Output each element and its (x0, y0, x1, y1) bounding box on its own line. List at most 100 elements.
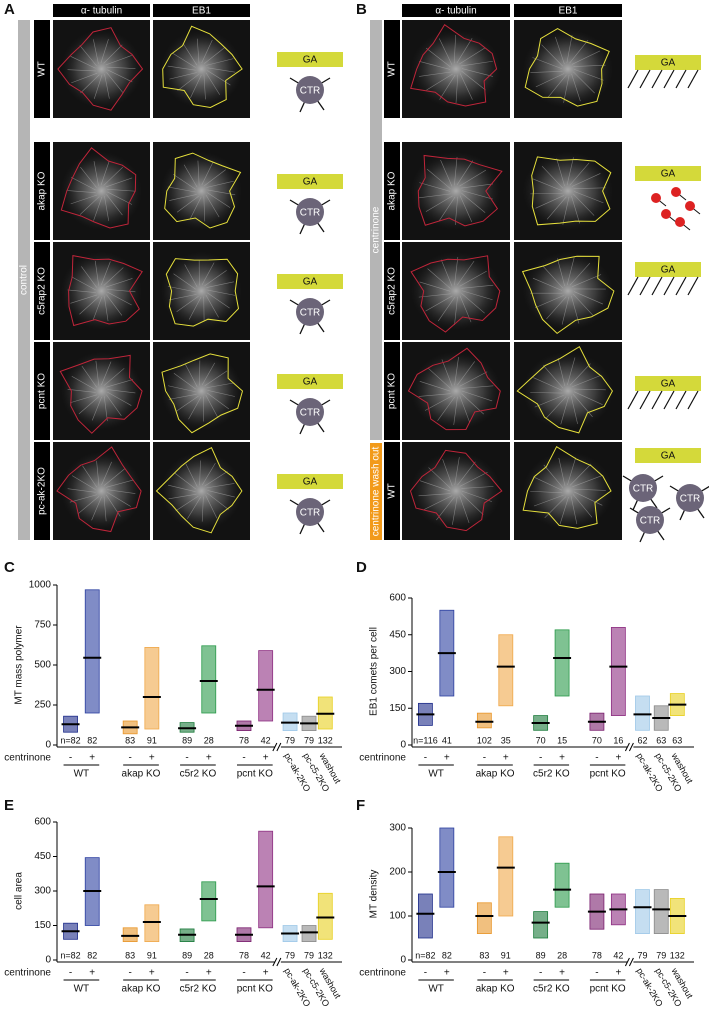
golgi-label: GA (303, 377, 318, 388)
microtubule (640, 391, 650, 409)
n-label: 62 (637, 735, 647, 745)
y-axis-label: EB1 comets per cell (369, 627, 380, 716)
side-label: control (19, 265, 30, 295)
acentrosomal-focus (671, 187, 681, 197)
sign-label: - (242, 753, 245, 764)
n-label: 63 (672, 735, 682, 745)
value-range (145, 905, 159, 942)
microtubule (652, 70, 662, 88)
n-label: 82 (442, 950, 452, 960)
golgi-label: GA (661, 379, 676, 390)
n-label: 78 (239, 950, 249, 960)
panel-label: D (356, 559, 367, 576)
n-label: 28 (557, 950, 567, 960)
y-tick-label: 0 (400, 955, 406, 966)
cell-signal (411, 452, 502, 530)
n-label: 83 (125, 735, 135, 745)
golgi-label: GA (303, 55, 318, 66)
centrosome-label: CTR (300, 508, 321, 519)
sign-label: + (615, 968, 621, 979)
n-label: 15 (557, 735, 567, 745)
sign-label: - (128, 753, 131, 764)
n-label: n=82 (60, 950, 80, 960)
panel-label: E (4, 797, 14, 814)
n-label: 82 (87, 950, 97, 960)
sign-label: - (69, 968, 72, 979)
n-label: 79 (637, 950, 647, 960)
value-range (145, 647, 159, 729)
y-tick-label: 0 (45, 740, 51, 751)
centrosome-label: CTR (300, 308, 321, 319)
acentrosomal-focus (651, 193, 661, 203)
y-tick-label: 0 (45, 955, 51, 966)
sign-label: - (539, 753, 542, 764)
centrosome-label: CTR (640, 516, 661, 527)
value-range (259, 651, 273, 721)
centrosome-label: CTR (300, 86, 321, 97)
y-axis-label: cell area (14, 872, 25, 910)
n-label: 79 (656, 950, 666, 960)
column-header: α- tubulin (81, 6, 122, 17)
n-label: 70 (592, 735, 602, 745)
microtubule (628, 391, 638, 409)
microtubule (628, 277, 638, 295)
sign-label: - (595, 968, 598, 979)
cell-signal (61, 452, 142, 530)
sign-label: - (483, 753, 486, 764)
column-header: EB1 (192, 6, 211, 17)
n-label: 42 (261, 950, 271, 960)
value-range (477, 713, 491, 728)
value-range (85, 590, 99, 713)
group-label: akap KO (122, 984, 161, 995)
y-tick-label: 150 (34, 920, 51, 931)
row-label: WT (387, 483, 398, 499)
row-label: pcnt KO (37, 373, 48, 409)
group-label: WT (428, 769, 444, 780)
value-range (555, 630, 569, 696)
condition-label: centrinone (4, 968, 51, 979)
n-label: 102 (477, 735, 492, 745)
value-range (499, 837, 513, 916)
column-header: EB1 (559, 6, 578, 17)
n-label: 89 (182, 950, 192, 960)
value-range (611, 627, 625, 715)
sign-label: + (559, 968, 565, 979)
golgi-label: GA (303, 477, 318, 488)
value-range (534, 912, 548, 938)
microtubule (664, 70, 674, 88)
cell-signal (161, 452, 242, 530)
centrosome-label: CTR (300, 208, 321, 219)
n-label: 79 (285, 735, 295, 745)
n-label: 79 (304, 735, 314, 745)
n-label: 89 (536, 950, 546, 960)
group-label: c5r2 KO (180, 769, 217, 780)
condition-label: centrinone (4, 753, 51, 764)
group-label: pcnt KO (590, 984, 626, 995)
golgi-label: GA (661, 265, 676, 276)
sign-label: + (263, 753, 269, 764)
n-label: 28 (204, 735, 214, 745)
n-label: 35 (501, 735, 511, 745)
value-range (202, 646, 216, 713)
panel-label: B (356, 1, 367, 18)
y-tick-label: 200 (389, 867, 406, 878)
group-label: c5r2 KO (533, 984, 570, 995)
sign-label: + (149, 753, 155, 764)
y-tick-label: 300 (34, 886, 51, 897)
n-label: 132 (318, 735, 333, 745)
n-label: 89 (182, 735, 192, 745)
acentrosomal-focus (675, 217, 685, 227)
microtubule (664, 391, 674, 409)
microtubule (652, 277, 662, 295)
value-range (635, 890, 649, 934)
sign-label: - (128, 968, 131, 979)
golgi-label: GA (303, 277, 318, 288)
cell-signal (61, 30, 142, 108)
microtubule (628, 70, 638, 88)
microtubule (664, 277, 674, 295)
n-label: 83 (125, 950, 135, 960)
y-tick-label: 100 (389, 911, 406, 922)
cell-signal (411, 30, 502, 108)
row-label: c5rap2 KO (37, 267, 48, 315)
